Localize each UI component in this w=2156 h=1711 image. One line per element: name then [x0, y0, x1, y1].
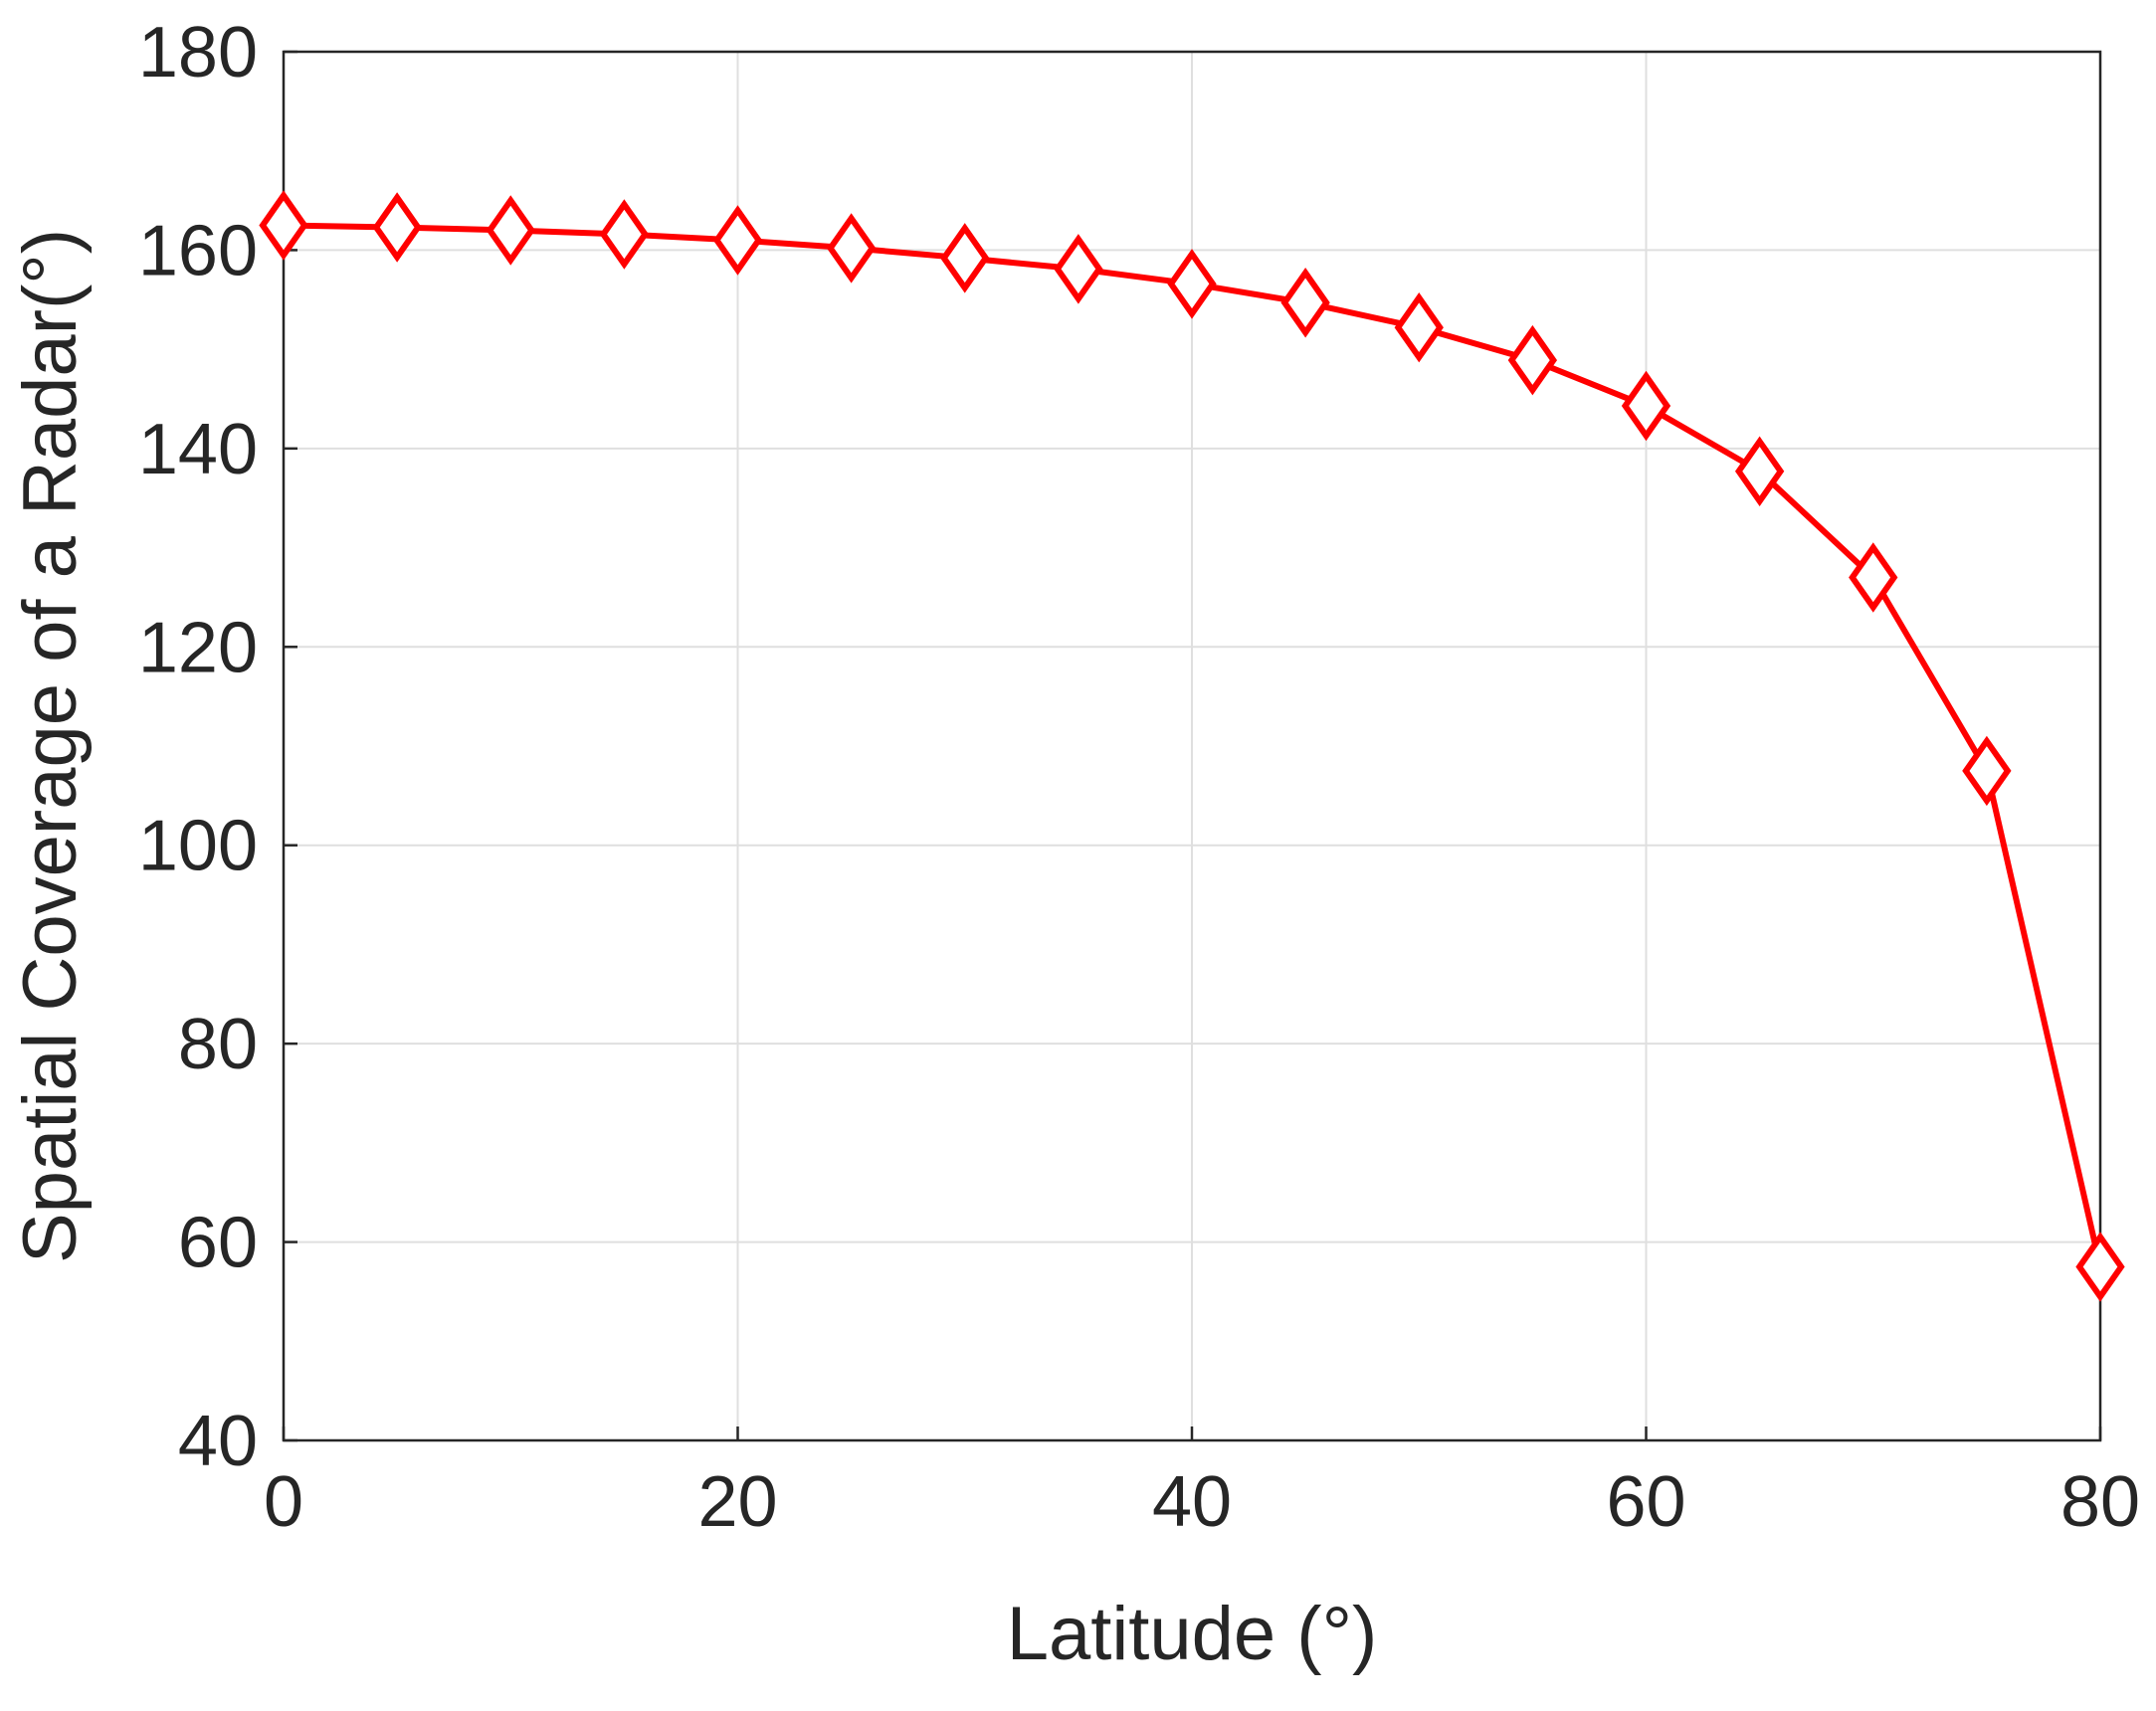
- data-point-diamond: [1054, 234, 1103, 304]
- data-point-diamond: [372, 192, 422, 263]
- data-point-diamond: [1849, 542, 1898, 613]
- y-tick-label: 80: [178, 1005, 258, 1084]
- y-tick-label: 60: [178, 1204, 258, 1283]
- data-point-diamond: [1621, 370, 1671, 442]
- data-point-diamond: [940, 223, 990, 293]
- data-point-diamond: [1507, 324, 1558, 396]
- data-point-diamond: [486, 195, 535, 266]
- y-tick-label: 180: [138, 13, 258, 93]
- data-point-diamond: [826, 213, 877, 284]
- axis-ticks: 0 20 40 60 80 40 60 80 100 120 140 160 180: [138, 13, 2140, 1542]
- data-point-diamond: [1394, 291, 1444, 363]
- x-axis-title: Latitude (°): [1007, 1592, 1378, 1676]
- y-tick-label: 100: [138, 807, 258, 886]
- data-point-diamond: [712, 205, 763, 276]
- y-tick-label: 120: [138, 608, 258, 687]
- data-point-diamond: [1962, 735, 2012, 807]
- data-point-diamond: [599, 199, 650, 270]
- x-tick-label: 40: [1152, 1462, 1232, 1542]
- y-tick-label: 140: [138, 410, 258, 489]
- x-tick-label: 20: [697, 1462, 777, 1542]
- data-point-diamond: [1167, 249, 1217, 319]
- x-tick-label: 60: [1606, 1462, 1685, 1542]
- x-tick-label: 0: [264, 1462, 303, 1542]
- data-point-diamond: [2075, 1232, 2125, 1302]
- y-tick-label: 160: [138, 211, 258, 290]
- data-point-diamond: [259, 190, 308, 261]
- x-tick-label: 80: [2060, 1462, 2140, 1542]
- data-point-diamond: [1280, 268, 1330, 338]
- data-point-diamond: [1734, 436, 1785, 507]
- y-axis-title: Spatial Coverage of a Radar(°): [8, 229, 93, 1263]
- y-tick-label: 40: [178, 1402, 258, 1481]
- series-layer: [259, 190, 2125, 1302]
